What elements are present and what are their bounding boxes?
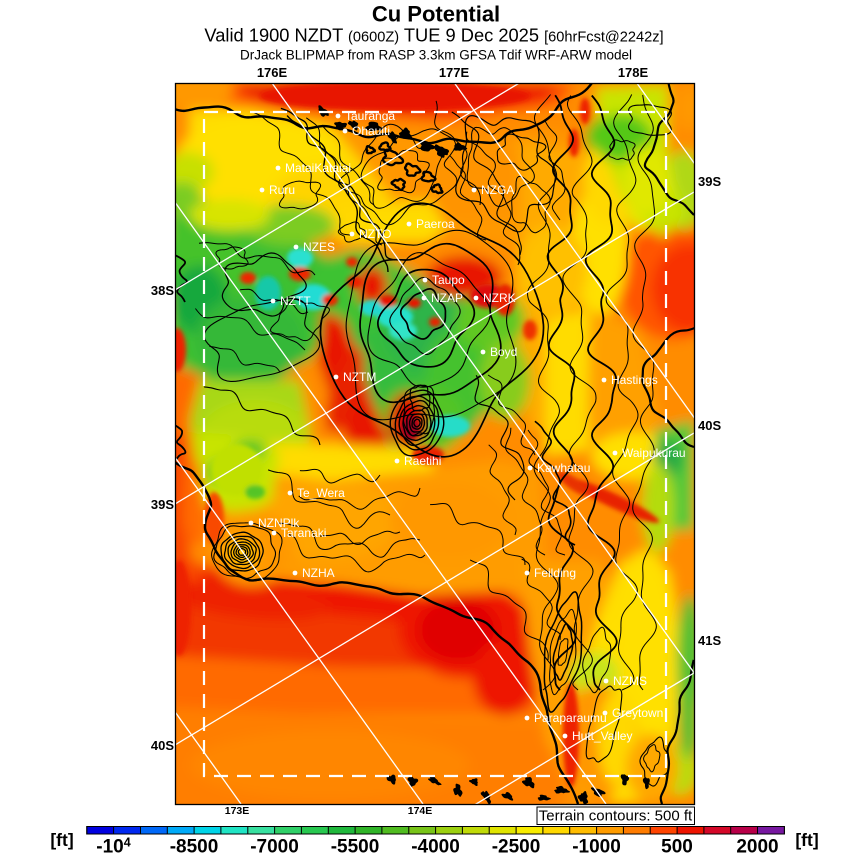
svg-text:Greytown: Greytown [612, 706, 663, 720]
svg-text:Terrain contours: 500 ft: Terrain contours: 500 ft [539, 808, 693, 825]
svg-text:41S: 41S [698, 633, 721, 648]
svg-text:178E: 178E [618, 65, 649, 80]
svg-text:NZES: NZES [303, 240, 335, 254]
svg-text:N​ZNPlk: N​ZNPlk [258, 516, 300, 530]
svg-text:Kawhatau: Kawhatau [537, 461, 590, 475]
svg-text:NZTM: NZTM [343, 370, 376, 384]
svg-text:NZAP: NZAP [431, 291, 463, 305]
svg-text:38S: 38S [151, 283, 174, 298]
svg-text:174E: 174E [408, 805, 433, 817]
svg-text:Taupo: Taupo [432, 273, 465, 287]
svg-text:-4000: -4000 [411, 837, 460, 858]
svg-text:177E: 177E [439, 65, 470, 80]
svg-text:500: 500 [661, 837, 693, 858]
svg-text:173E: 173E [225, 805, 250, 817]
svg-text:MataiKataiai: MataiKataiai [285, 161, 351, 175]
svg-text:Valid 1900 NZDT (0600Z) TUE 9: Valid 1900 NZDT (0600Z) TUE 9 Dec 2025 [… [204, 25, 663, 46]
svg-text:Te_Wera: Te_Wera [297, 486, 345, 500]
svg-text:NZTT: NZTT [280, 294, 311, 308]
svg-text:Hutt_Valley: Hutt_Valley [572, 729, 632, 743]
svg-text:Taranaki: Taranaki [281, 526, 326, 540]
svg-text:Boyd: Boyd [490, 345, 517, 359]
svg-text:Hastings: Hastings [611, 373, 658, 387]
svg-text:-8500: -8500 [170, 837, 219, 858]
svg-text:Tauranga: Tauranga [345, 109, 395, 123]
svg-text:NZHA: NZHA [302, 566, 335, 580]
svg-text:Ohauiti: Ohauiti [352, 124, 390, 138]
svg-text:39S: 39S [698, 174, 721, 189]
svg-text:[ft]: [ft] [795, 830, 818, 850]
svg-text:-7000: -7000 [250, 837, 299, 858]
svg-text:Paeroa: Paeroa [416, 217, 455, 231]
svg-text:[ft]: [ft] [50, 830, 73, 850]
svg-text:2000: 2000 [736, 837, 778, 858]
svg-text:DrJack BLIPMAP from RASP 3.3km: DrJack BLIPMAP from RASP 3.3km GFSA Tdif… [240, 48, 632, 63]
svg-text:-104: -104 [96, 836, 130, 858]
svg-text:-5500: -5500 [331, 837, 380, 858]
svg-text:40S: 40S [151, 738, 174, 753]
svg-text:176E: 176E [257, 65, 288, 80]
svg-text:-2500: -2500 [492, 837, 541, 858]
svg-text:Ruru: Ruru [269, 183, 295, 197]
svg-text:NZGA: NZGA [481, 183, 514, 197]
svg-text:Cu Potential: Cu Potential [372, 2, 500, 27]
svg-text:Raetihi: Raetihi [404, 454, 441, 468]
svg-text:NZRK: NZRK [483, 291, 516, 305]
svg-text:40S: 40S [698, 418, 721, 433]
svg-text:NZMS: NZMS [613, 674, 647, 688]
svg-text:Paraparaumu: Paraparaumu [534, 711, 607, 725]
svg-text:Waipukurau: Waipukurau [622, 446, 686, 460]
svg-text:NZTO: NZTO [359, 227, 391, 241]
svg-text:Feilding: Feilding [534, 566, 576, 580]
svg-text:-1000: -1000 [572, 837, 621, 858]
svg-text:39S: 39S [151, 497, 174, 512]
